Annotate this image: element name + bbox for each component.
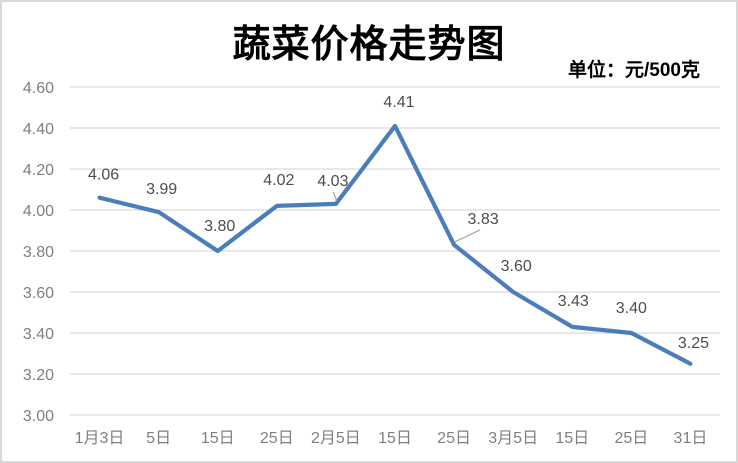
y-tick-label: 4.60 <box>23 80 54 97</box>
x-tick-label: 15日 <box>201 430 235 447</box>
data-label: 4.41 <box>383 94 414 111</box>
data-label: 3.25 <box>678 335 709 352</box>
y-tick-label: 4.20 <box>23 162 54 179</box>
x-tick-label: 25日 <box>437 430 471 447</box>
chart-title: 蔬菜价格走势图 <box>232 24 506 66</box>
data-label: 3.99 <box>146 181 177 198</box>
x-tick-label: 15日 <box>378 430 412 447</box>
y-tick-label: 3.00 <box>23 408 54 425</box>
x-tick-label: 2月5日 <box>311 430 361 447</box>
x-tick-label: 5日 <box>146 430 171 447</box>
x-tick-label: 31日 <box>674 430 708 447</box>
y-tick-label: 3.40 <box>23 326 54 343</box>
data-label: 3.80 <box>204 218 235 235</box>
y-tick-label: 3.20 <box>23 367 54 384</box>
x-tick-label: 3月5日 <box>488 430 538 447</box>
x-tick-label: 15日 <box>555 430 589 447</box>
x-tick-label: 25日 <box>614 430 648 447</box>
data-label: 4.06 <box>88 167 119 184</box>
leader-line <box>454 229 481 243</box>
data-label: 3.43 <box>558 293 589 310</box>
y-tick-label: 3.80 <box>23 244 54 261</box>
data-label: 4.03 <box>317 173 348 190</box>
leader-line <box>332 191 338 202</box>
unit-label: 单位：元/500克 <box>568 60 700 81</box>
data-label: 4.02 <box>263 172 294 189</box>
data-label: 3.60 <box>501 258 532 275</box>
series-line <box>97 123 693 366</box>
data-label: 3.40 <box>616 300 647 317</box>
x-tick-label: 1月3日 <box>75 430 125 447</box>
y-tick-label: 4.00 <box>23 203 54 220</box>
x-tick-label: 25日 <box>260 430 294 447</box>
y-tick-label: 3.60 <box>23 285 54 302</box>
y-tick-label: 4.40 <box>23 121 54 138</box>
data-label: 3.83 <box>468 211 499 228</box>
